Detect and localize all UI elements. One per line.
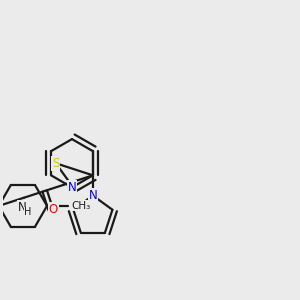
- Text: S: S: [52, 157, 59, 170]
- Text: N: N: [68, 181, 76, 194]
- Text: O: O: [48, 202, 58, 216]
- Text: N: N: [88, 189, 97, 202]
- Text: H: H: [24, 207, 32, 218]
- Text: CH₃: CH₃: [71, 201, 90, 211]
- Text: N: N: [18, 201, 27, 214]
